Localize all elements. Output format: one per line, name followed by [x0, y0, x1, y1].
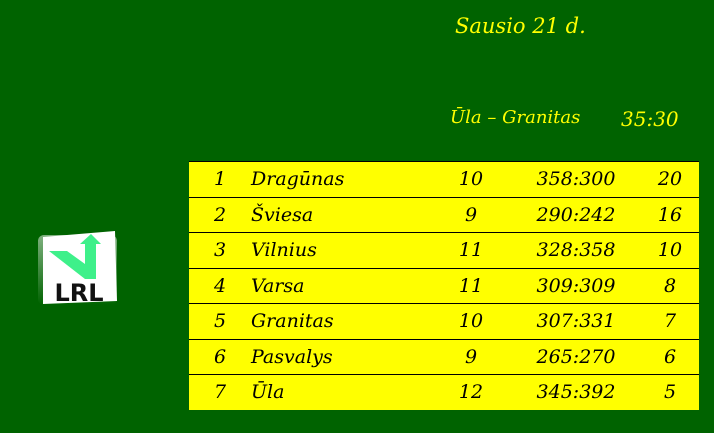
team-score: 5 [663, 381, 677, 404]
standings-table: 1 Dragūnas 10 358:300 20 2 Šviesa 9 290:242 16 3 Vi… [189, 161, 699, 410]
games-played: 9 [431, 197, 511, 233]
table-row: 4 Varsa 11 309:309 8 [189, 268, 699, 304]
points-difference: 265:270 [511, 339, 641, 375]
team-score: 10 [641, 232, 699, 269]
team-score: 7 [641, 303, 699, 340]
games-played: 10 [431, 303, 511, 340]
table-row: 1 Dragūnas 10 358:300 20 [189, 161, 699, 198]
team-rank: 3 [189, 232, 251, 269]
points-difference: 290:242 [511, 197, 641, 233]
lrl-logo-icon: LRL [38, 231, 117, 307]
team-rank: 4 [189, 268, 251, 304]
team-name: Granitas [251, 303, 431, 340]
table-row: 5 Granitas 10 307:331 7 [189, 303, 699, 340]
points-difference: 307:331 [511, 303, 641, 340]
match-score: 35:30 [621, 107, 679, 131]
team-rank: 1 [189, 161, 251, 198]
points-difference: 328:358 [511, 232, 641, 269]
games-played: 10 [431, 161, 511, 198]
points-difference: 358:300 [511, 161, 641, 198]
table-row: 3 Vilnius 11 328:358 10 [189, 232, 699, 269]
team-name: Pasvalys [251, 339, 431, 375]
date-heading: Sausio 21 d. [455, 14, 586, 38]
team-score: 8 [641, 268, 699, 304]
games-played: 11 [431, 268, 511, 304]
team-name: Vilnius [251, 232, 431, 269]
table-row: 7 Ūla 12 345:392 5 [189, 375, 699, 410]
games-played: 9 [431, 339, 511, 375]
team-rank: 7 [213, 381, 227, 404]
table-row: 6 Pasvalys 9 265:270 6 [189, 339, 699, 375]
team-name: Ūla [251, 381, 285, 404]
team-rank: 2 [189, 197, 251, 233]
match-name: Ūla – Granitas [450, 107, 581, 128]
team-name: Dragūnas [251, 161, 431, 198]
team-score: 16 [641, 197, 699, 233]
team-score: 20 [641, 161, 699, 198]
points-difference: 345:392 [536, 381, 616, 404]
games-played: 11 [431, 232, 511, 269]
team-rank: 6 [189, 339, 251, 375]
games-played: 12 [458, 381, 484, 404]
points-difference: 309:309 [511, 268, 641, 304]
team-name: Šviesa [251, 197, 431, 233]
svg-text:LRL: LRL [54, 279, 103, 307]
team-score: 6 [641, 339, 699, 375]
table-row: 2 Šviesa 9 290:242 16 [189, 197, 699, 233]
team-name: Varsa [251, 268, 431, 304]
team-rank: 5 [189, 303, 251, 340]
